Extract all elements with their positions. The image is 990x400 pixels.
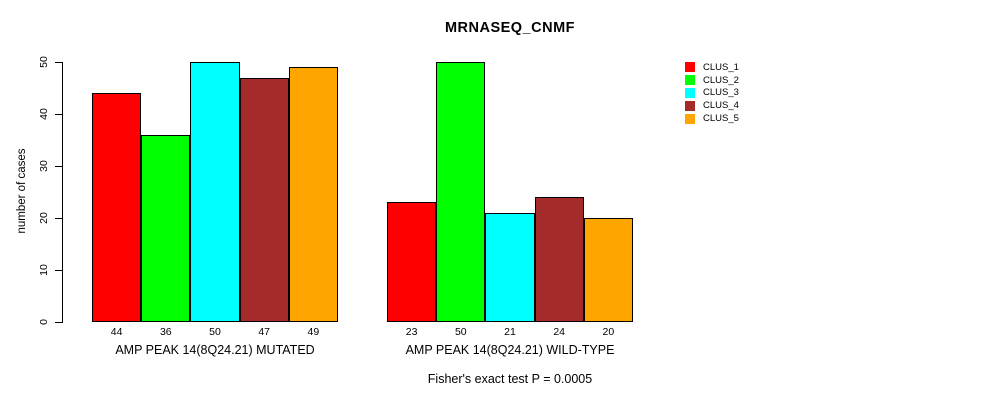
y-tick-label: 10 <box>38 264 50 276</box>
y-tick-mark <box>55 218 62 219</box>
legend-swatch-clus_1 <box>685 62 695 73</box>
bar-value-label: 50 <box>454 326 467 338</box>
legend-label: CLUS_4 <box>703 100 739 112</box>
y-tick-label: 40 <box>38 108 50 120</box>
bar-clus_5-group1 <box>288 67 338 322</box>
bar-value-label: 49 <box>307 326 320 338</box>
legend-swatch-clus_4 <box>685 100 695 111</box>
bar-clus_2-group2 <box>436 62 486 322</box>
y-tick-mark <box>55 114 62 115</box>
legend-row: CLUS_1 <box>685 61 739 74</box>
bar-clus_3-group2 <box>485 212 535 322</box>
legend-label: CLUS_2 <box>703 74 739 86</box>
legend-swatch-clus_2 <box>685 75 695 86</box>
y-tick-label: 20 <box>38 212 50 224</box>
bar-clus_1-group2 <box>387 202 437 322</box>
x-group-label: AMP PEAK 14(8Q24.21) WILD-TYPE <box>405 343 615 357</box>
y-tick-label: 50 <box>38 56 50 68</box>
y-axis-label: number of cases <box>16 148 28 234</box>
y-tick-mark <box>55 166 62 167</box>
legend-swatch-clus_5 <box>685 113 695 124</box>
y-tick-label: 30 <box>38 160 50 172</box>
bar-value-label: 21 <box>504 326 516 338</box>
bar-value-label: 44 <box>110 326 123 338</box>
legend-row: CLUS_2 <box>685 74 739 87</box>
legend: CLUS_1 CLUS_2 CLUS_3 CLUS_4 CLUS_5 <box>685 61 739 125</box>
legend-label: CLUS_5 <box>703 113 739 125</box>
bar-value-label: 36 <box>159 326 172 338</box>
bar-clus_1-group1 <box>92 93 142 322</box>
legend-label: CLUS_3 <box>703 87 739 99</box>
bar-clus_4-group1 <box>239 77 289 322</box>
fisher-test-annotation: Fisher's exact test P = 0.0005 <box>427 372 593 386</box>
y-tick-mark <box>55 62 62 63</box>
y-tick-mark <box>55 322 62 323</box>
chart-title: MRNASEQ_CNMF <box>444 20 576 36</box>
bar-clus_3-group1 <box>190 62 240 322</box>
legend-label: CLUS_1 <box>703 61 739 73</box>
y-tick-mark <box>55 270 62 271</box>
bar-clus_4-group2 <box>534 197 584 322</box>
bar-value-label: 24 <box>553 326 566 338</box>
legend-row: CLUS_3 <box>685 87 739 100</box>
legend-swatch-clus_3 <box>685 87 695 98</box>
bar-clus_5-group2 <box>583 218 633 322</box>
bar-value-label: 47 <box>258 326 271 338</box>
x-group-label: AMP PEAK 14(8Q24.21) MUTATED <box>115 343 315 357</box>
legend-row: CLUS_5 <box>685 112 739 125</box>
legend-row: CLUS_4 <box>685 99 739 112</box>
y-tick-label: 0 <box>38 319 50 325</box>
bar-clus_2-group1 <box>141 134 191 322</box>
bar-value-label: 50 <box>209 326 221 338</box>
y-axis-line <box>62 62 63 323</box>
bar-value-label: 20 <box>602 326 615 338</box>
bar-value-label: 23 <box>405 326 418 338</box>
